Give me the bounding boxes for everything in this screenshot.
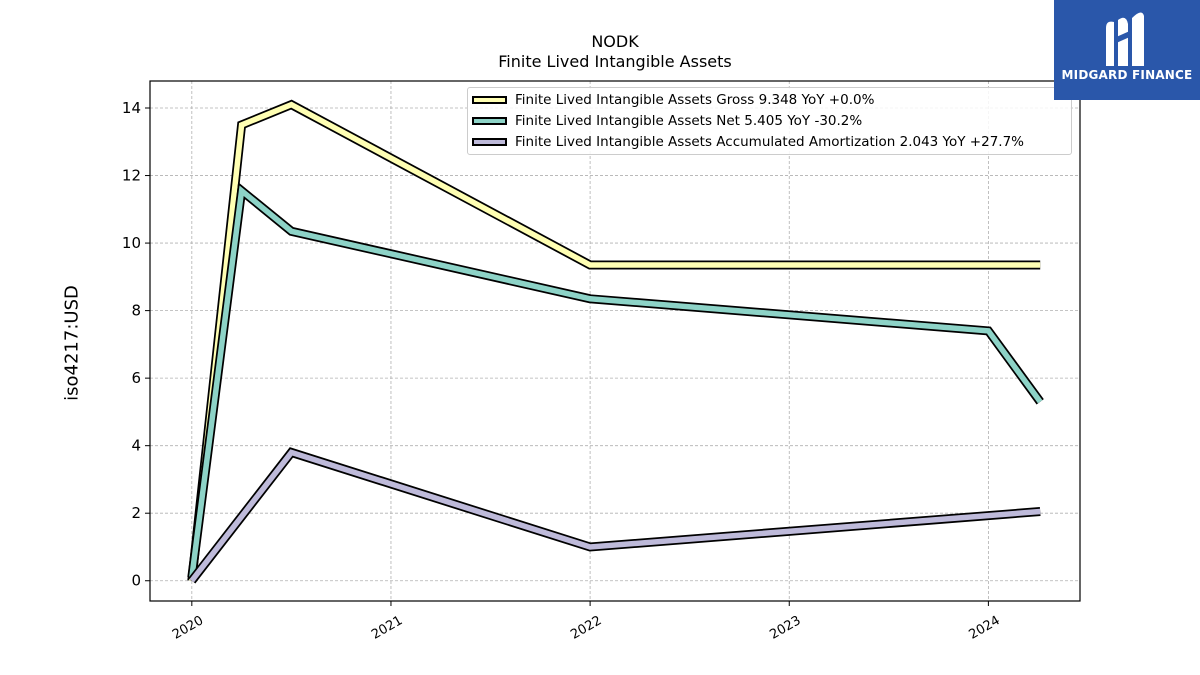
series-outline-0 — [187, 99, 1041, 582]
logo-mark-icon — [1106, 12, 1144, 66]
y-tick-label: 14 — [122, 99, 141, 117]
legend-item-amortization: Finite Lived Intangible Assets Accumulat… — [468, 133, 1068, 153]
grid-layer — [150, 81, 1080, 601]
logo-text: MIDGARD FINANCE — [1061, 68, 1193, 82]
y-tick-label: 12 — [122, 167, 141, 185]
brand-logo: MIDGARD FINANCE — [1054, 0, 1200, 100]
y-tick-label: 0 — [131, 572, 141, 590]
x-tick-label: 2021 — [369, 613, 405, 643]
legend-swatch-gross — [472, 96, 507, 104]
x-tick-label: 2023 — [767, 613, 803, 643]
x-tick-label: 2022 — [568, 613, 604, 643]
y-tick-label: 4 — [131, 437, 141, 455]
series-outline-2 — [188, 447, 1041, 584]
legend: Finite Lived Intangible Assets Gross 9.3… — [467, 87, 1072, 155]
axis-layer: 0 2 4 6 8 10 12 14 2020 2021 2022 2023 2024 — [122, 99, 1003, 643]
chart-title: NODK — [591, 32, 639, 51]
y-tick-label: 2 — [131, 504, 141, 522]
x-tick-label: 2020 — [170, 613, 206, 643]
legend-label-gross: Finite Lived Intangible Assets Gross 9.3… — [515, 92, 875, 108]
y-tick-label: 10 — [122, 234, 141, 252]
plot-frame — [149, 80, 1081, 602]
series-layer — [187, 99, 1044, 584]
legend-item-net: Finite Lived Intangible Assets Net 5.405… — [468, 112, 1068, 132]
legend-label-amortization: Finite Lived Intangible Assets Accumulat… — [515, 134, 1025, 150]
y-tick-label: 8 — [131, 302, 141, 320]
x-tick-label: 2024 — [967, 613, 1003, 643]
y-axis-label: iso4217:USD — [61, 285, 83, 401]
series-line-1 — [189, 185, 1043, 578]
y-tick-label: 6 — [131, 369, 141, 387]
legend-swatch-net — [472, 117, 507, 125]
series-line-0 — [189, 101, 1041, 581]
chart-subtitle: Finite Lived Intangible Assets — [498, 52, 732, 71]
legend-swatch-amortization — [472, 138, 507, 146]
legend-item-gross: Finite Lived Intangible Assets Gross 9.3… — [468, 91, 1068, 111]
legend-label-net: Finite Lived Intangible Assets Net 5.405… — [515, 113, 863, 129]
series-line-2 — [189, 449, 1041, 583]
